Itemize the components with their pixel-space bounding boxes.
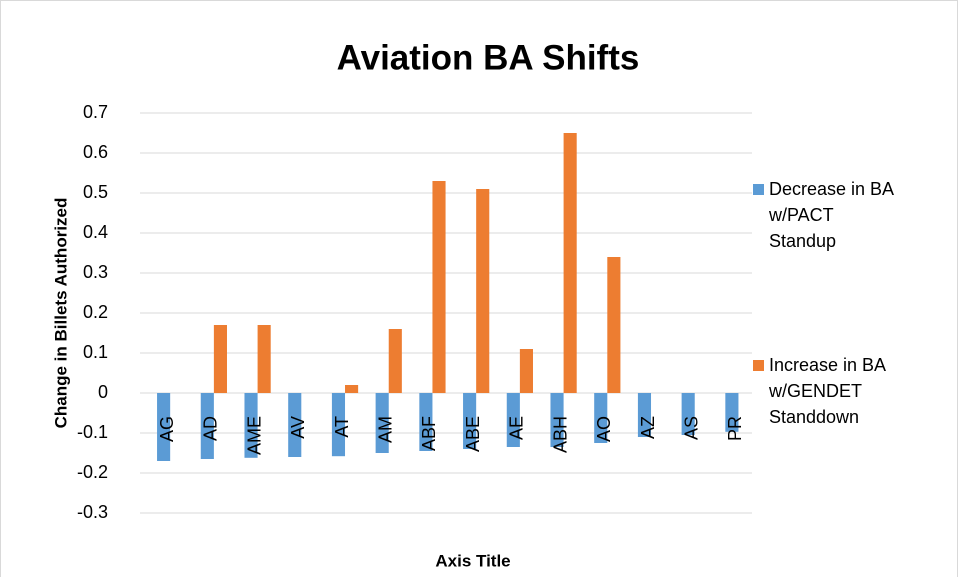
y-tick-label: 0.1 (83, 342, 108, 362)
x-tick-label: ABH (550, 416, 570, 453)
x-tick-label: ABF (419, 416, 439, 451)
bar (463, 393, 477, 449)
y-tick-label: 0.6 (83, 142, 108, 162)
bar (563, 133, 577, 393)
x-tick-label: AD (201, 416, 221, 441)
x-tick-label: AZ (638, 416, 658, 439)
bar (375, 393, 389, 453)
bar (681, 393, 695, 435)
x-tick-label: AE (507, 416, 527, 440)
bar (476, 189, 490, 393)
x-tick-label: AS (681, 416, 701, 440)
y-tick-label: 0.2 (83, 302, 108, 322)
x-tick-label: AO (594, 416, 614, 442)
y-tick-label: 0.7 (83, 102, 108, 122)
bar (607, 257, 621, 393)
legend-entry: Decrease in BA w/PACT Standup (753, 176, 943, 254)
x-axis-title: Axis Title (435, 551, 510, 570)
y-tick-label: -0.1 (77, 422, 108, 442)
legend-swatch (753, 360, 764, 371)
x-tick-label: AT (332, 416, 352, 438)
bar (519, 349, 533, 393)
bar (594, 393, 608, 443)
bar (213, 325, 227, 393)
y-axis-title: Change in Billets Authorized (51, 198, 70, 429)
x-tick-label: PR (725, 416, 745, 441)
x-tick-label: AG (157, 416, 177, 442)
bar (200, 393, 214, 459)
bar (550, 393, 564, 447)
legend-swatch (753, 184, 764, 195)
y-tick-label: -0.3 (77, 502, 108, 522)
y-tick-label: 0.3 (83, 262, 108, 282)
bar (506, 393, 520, 447)
x-tick-label: ABE (463, 416, 483, 452)
bar (419, 393, 433, 451)
bar (345, 385, 359, 393)
x-tick-label: AV (288, 416, 308, 439)
bar (157, 393, 171, 461)
bar (257, 325, 271, 393)
x-tick-label: AME (244, 416, 264, 455)
chart-title: Aviation BA Shifts (337, 38, 640, 77)
bar (388, 329, 402, 393)
bar (288, 393, 302, 457)
bar (432, 181, 446, 393)
bar (331, 393, 346, 457)
x-tick-label: AM (375, 416, 395, 443)
legend-entry: Increase in BA w/GENDET Standdown (753, 352, 943, 430)
y-tick-label: 0.4 (83, 222, 108, 242)
legend-label: Decrease in BA w/PACT Standup (769, 179, 894, 251)
y-tick-label: 0.5 (83, 182, 108, 202)
bar (244, 393, 258, 458)
y-tick-label: -0.2 (77, 462, 108, 482)
y-tick-label: 0 (98, 382, 108, 402)
bar (637, 393, 652, 437)
bar (725, 393, 739, 432)
legend-label: Increase in BA w/GENDET Standdown (769, 355, 886, 427)
